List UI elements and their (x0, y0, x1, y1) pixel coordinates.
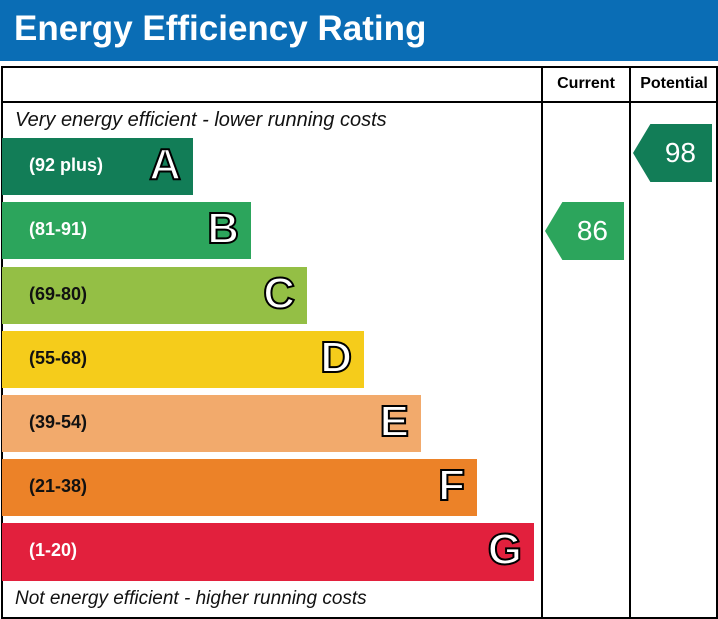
potential-rating-arrow-value: 98 (664, 137, 696, 168)
band-bar-g: (1-20) G (2, 523, 534, 581)
current-column-header: Current (557, 75, 615, 92)
band-letter: A (148, 139, 182, 190)
band-bar-f: (21-38) F (2, 459, 477, 516)
band-range-label: (69-80) (29, 284, 88, 304)
chart-title: Energy Efficiency Rating (14, 9, 427, 48)
band-range-label: (81-91) (29, 219, 88, 239)
title-banner: Energy Efficiency Rating (0, 0, 718, 61)
band-range-label: (39-54) (29, 412, 88, 432)
potential-rating-arrow: 98 (633, 124, 712, 182)
band-range-label: (1-20) (29, 540, 78, 560)
band-range-label: (92 plus) (29, 155, 104, 175)
current-rating-arrow-value: 86 (576, 215, 608, 246)
current-rating-arrow: 86 (545, 202, 624, 260)
band-bar-c: (69-80) C (2, 267, 307, 324)
band-letter: G (487, 524, 523, 575)
top-note: Very energy efficient - lower running co… (15, 109, 387, 131)
band-range-label: (55-68) (29, 348, 88, 368)
band-bar-e: (39-54) E (2, 395, 421, 452)
band-bar-d: (55-68) D (2, 331, 364, 388)
column-divider (541, 66, 543, 619)
band-letter: B (206, 203, 240, 254)
column-divider (629, 66, 631, 619)
band-letter: F (437, 460, 466, 511)
band-letter: E (379, 396, 410, 447)
band-bar-b: (81-91) B (2, 202, 251, 259)
band-letter: C (262, 268, 296, 319)
bottom-note: Not energy efficient - higher running co… (15, 588, 367, 609)
band-bar-a: (92 plus) A (2, 138, 193, 195)
potential-column-header: Potential (640, 75, 708, 92)
band-range-label: (21-38) (29, 476, 88, 496)
band-letter: D (319, 332, 353, 383)
header-divider (1, 101, 718, 103)
